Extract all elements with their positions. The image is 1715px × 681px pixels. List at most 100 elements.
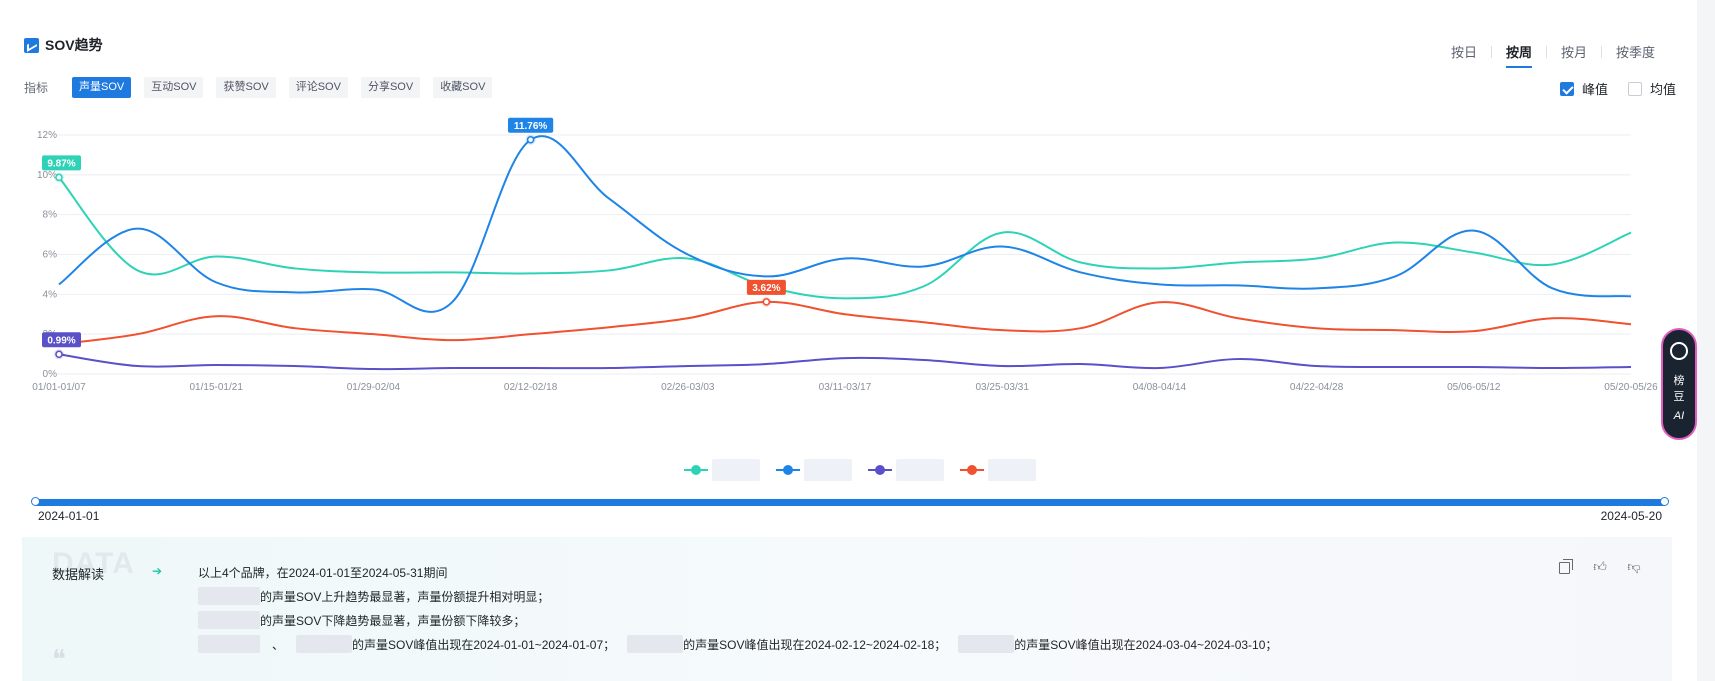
series-line-1	[58, 176, 1632, 300]
smile-face-icon	[1670, 342, 1688, 360]
x-tick-label: 01/29-02/04	[347, 382, 401, 393]
ai-assistant-button[interactable]: 榜 豆 AI	[1661, 328, 1697, 440]
tab-divider	[1600, 45, 1602, 58]
insight-line-4-part1: 的声量SOV峰值出现在2024-01-01~2024-01-07；	[352, 637, 616, 652]
quote-icon: ❝	[52, 645, 66, 675]
peak-label-text: 11.76%	[514, 121, 547, 132]
thumbs-down-icon[interactable]: 👎︎	[1627, 559, 1641, 574]
brand-redacted	[198, 611, 260, 629]
legend-item[interactable]	[960, 459, 1036, 481]
range-start-date: 2024-01-01	[38, 509, 100, 523]
series-line-2	[58, 135, 1632, 313]
grid-lines	[57, 134, 1631, 375]
legend-name-redacted	[712, 459, 760, 481]
legend-name-redacted	[988, 459, 1036, 481]
metric-chip-interaction[interactable]: 互动SOV	[144, 77, 204, 98]
y-tick-label: 10%	[37, 170, 57, 181]
line-chart-icon	[24, 37, 39, 53]
brand-redacted	[198, 587, 260, 605]
legend-item[interactable]	[776, 459, 852, 481]
series-line-3	[58, 353, 1632, 371]
peak-labels: 9.87% 11.76% 0.99% 3.62%	[42, 117, 786, 360]
average-checkbox[interactable]	[1627, 81, 1642, 96]
tab-week[interactable]: 按周	[1505, 42, 1532, 68]
average-toggle-label: 均值	[1649, 82, 1676, 97]
peak-toggle[interactable]: 峰值	[1559, 79, 1608, 98]
x-tick-label: 04/08-04/14	[1133, 382, 1187, 393]
legend-swatch	[684, 464, 708, 476]
peak-label-badge	[746, 279, 786, 295]
metric-chip-volume[interactable]: 声量SOV	[72, 77, 132, 98]
chart-header: SOV趋势	[24, 35, 103, 55]
legend-item[interactable]	[868, 459, 944, 481]
series-line-4	[58, 300, 1632, 346]
ai-label-2: 豆	[1673, 391, 1685, 403]
x-tick-label: 04/22-04/28	[1290, 382, 1344, 393]
x-tick-label: 05/06-05/12	[1447, 382, 1501, 393]
peak-label-text: 3.62%	[752, 283, 780, 294]
thumbs-up-icon[interactable]: 👍︎	[1593, 559, 1607, 574]
tab-divider	[1490, 45, 1492, 58]
range-start-handle[interactable]	[31, 497, 40, 506]
page-scrollbar[interactable]	[1697, 0, 1715, 681]
sov-line-chart: 0%2%4%6%8%10%12% 01/01-01/0701/15-01/210…	[32, 117, 1658, 393]
insight-label: 数据解读	[52, 567, 105, 582]
brand-redacted	[958, 635, 1015, 653]
peak-point	[762, 298, 771, 306]
display-toggles: 峰值 均值	[1540, 79, 1676, 98]
legend-swatch	[776, 464, 800, 476]
data-interpretation-panel: DATA ❝ 数据解读 ➔ 以上4个品牌，在2024-01-01至2024-05…	[22, 537, 1672, 681]
peak-point	[55, 173, 63, 182]
range-end-handle[interactable]	[1660, 497, 1669, 506]
period-tabs: 按日 按周 按月 按季度	[1451, 42, 1655, 68]
peak-checkbox[interactable]	[1559, 81, 1574, 96]
x-tick-label: 02/12-02/18	[504, 382, 558, 393]
x-tick-label: 01/15-01/21	[190, 382, 244, 393]
range-end-date: 2024-05-20	[1600, 509, 1662, 523]
copy-icon[interactable]	[1558, 559, 1574, 575]
metric-chip-favorites[interactable]: 收藏SOV	[433, 77, 493, 98]
metric-chip-shares[interactable]: 分享SOV	[360, 77, 421, 98]
peak-label-badge	[42, 332, 81, 348]
peak-point	[526, 136, 535, 144]
ai-label-1: 榜	[1673, 375, 1685, 387]
tab-quarter[interactable]: 按季度	[1615, 45, 1655, 60]
insight-actions: 👍︎ 👎︎	[1558, 559, 1642, 575]
tab-day[interactable]: 按日	[1450, 45, 1477, 60]
metric-chip-likes[interactable]: 获赞SOV	[216, 77, 276, 98]
insight-line-4: 、 的声量SOV峰值出现在2024-01-01~2024-01-07； 的声量S…	[198, 635, 1277, 653]
brand-redacted	[296, 635, 353, 653]
x-tick-label: 05/20-05/26	[1604, 382, 1658, 393]
y-tick-label: 4%	[43, 289, 58, 300]
y-tick-label: 12%	[37, 130, 57, 141]
x-tick-label: 03/25-03/31	[976, 382, 1030, 393]
legend-item[interactable]	[684, 459, 760, 481]
chart-legend	[684, 459, 1036, 481]
metric-chip-comments[interactable]: 评论SOV	[288, 77, 348, 98]
insight-line-2-text: 的声量SOV上升趋势最显著，声量份额提升相对明显；	[260, 589, 550, 604]
peak-toggle-label: 峰值	[1581, 82, 1608, 97]
y-tick-label: 0%	[43, 369, 58, 380]
ai-label-3: AI	[1673, 410, 1685, 422]
tab-month[interactable]: 按月	[1560, 45, 1587, 60]
date-range-slider[interactable]	[31, 497, 1669, 506]
page-title: SOV趋势	[45, 37, 103, 53]
insight-line-4-part3: 的声量SOV峰值出现在2024-03-04~2024-03-10；	[1014, 637, 1278, 652]
tab-divider	[1545, 45, 1547, 58]
average-toggle[interactable]: 均值	[1627, 79, 1676, 98]
data-watermark: DATA	[52, 547, 135, 580]
metric-selector: 指标 声量SOV 互动SOV 获赞SOV 评论SOV 分享SOV 收藏SOV	[24, 77, 505, 98]
peak-point	[55, 350, 63, 359]
insight-line-1: 以上4个品牌，在2024-01-01至2024-05-31期间	[198, 564, 447, 581]
metric-label: 指标	[24, 81, 49, 95]
insight-line-4-part2: 的声量SOV峰值出现在2024-02-12~2024-02-18；	[683, 637, 947, 652]
series-lines	[58, 135, 1632, 371]
insight-line-3-text: 的声量SOV下降趋势最显著，声量份额下降较多；	[260, 613, 526, 628]
y-tick-label: 8%	[43, 210, 58, 221]
peak-label-badge	[508, 117, 554, 133]
brand-redacted	[627, 635, 684, 653]
peak-label-badge	[42, 155, 81, 171]
y-tick-label: 6%	[43, 250, 58, 261]
insight-line-2: 的声量SOV上升趋势最显著，声量份额提升相对明显；	[198, 587, 549, 605]
legend-name-redacted	[804, 459, 852, 481]
